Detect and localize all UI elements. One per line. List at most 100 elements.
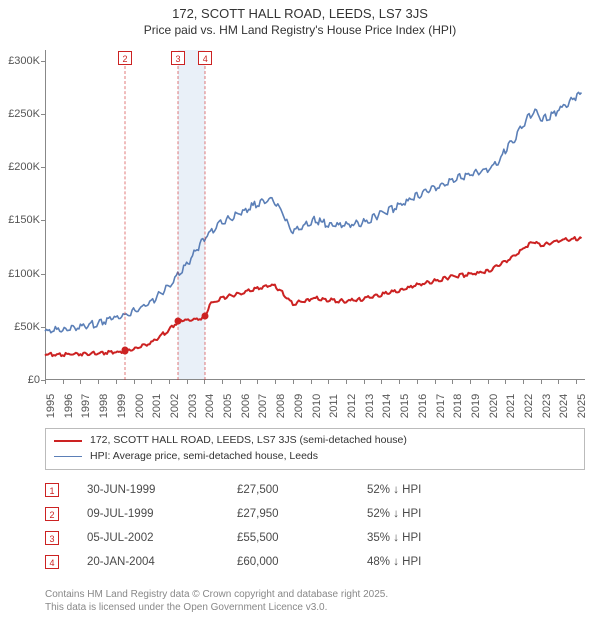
y-tick-label: £50K (0, 321, 40, 333)
chart-legend: 172, SCOTT HALL ROAD, LEEDS, LS7 3JS (se… (45, 428, 585, 470)
chart-plot-area: £0£50K£100K£150K£200K£250K£300K199519961… (45, 50, 585, 380)
footnote-line1: Contains HM Land Registry data © Crown c… (45, 588, 585, 601)
x-tick-label: 1997 (80, 394, 92, 418)
chart-svg (45, 50, 585, 380)
y-tick-mark (41, 114, 45, 115)
x-tick-label: 2014 (381, 394, 393, 418)
y-tick-mark (41, 220, 45, 221)
sales-row-delta: 35% ↓ HPI (367, 532, 585, 544)
x-tick-label: 2007 (257, 394, 269, 418)
legend-item: 172, SCOTT HALL ROAD, LEEDS, LS7 3JS (se… (54, 433, 576, 449)
sales-row-price: £60,000 (237, 556, 367, 568)
sales-row-delta: 52% ↓ HPI (367, 484, 585, 496)
sale-marker-box: 2 (118, 51, 132, 65)
x-tick-label: 2001 (151, 394, 163, 418)
sales-table: 1 30-JUN-1999£27,50052% ↓ HPI 209-JUL-1999… (45, 478, 585, 574)
x-tick-mark (80, 380, 81, 384)
sales-row-date: 05-JUL-2002 (87, 532, 237, 544)
y-tick-mark (41, 167, 45, 168)
x-tick-label: 2018 (452, 394, 464, 418)
sales-row-number: 3 (45, 531, 59, 545)
sales-row-date: 30-JUN-1999 (87, 484, 237, 496)
y-tick-label: £300K (0, 55, 40, 67)
x-tick-label: 2000 (134, 394, 146, 418)
x-tick-mark (470, 380, 471, 384)
x-tick-label: 2016 (417, 394, 429, 418)
x-tick-mark (346, 380, 347, 384)
sale-marker-line (125, 66, 126, 380)
x-tick-mark (381, 380, 382, 384)
x-tick-label: 1996 (63, 394, 75, 418)
x-tick-mark (222, 380, 223, 384)
x-tick-mark (204, 380, 205, 384)
x-tick-mark (151, 380, 152, 384)
sales-row-number: 1 (45, 483, 59, 497)
x-tick-label: 2024 (558, 394, 570, 418)
x-tick-label: 2004 (204, 394, 216, 418)
x-tick-mark (523, 380, 524, 384)
sale-dot (122, 347, 129, 354)
x-tick-mark (293, 380, 294, 384)
x-tick-mark (364, 380, 365, 384)
y-tick-label: £150K (0, 214, 40, 226)
x-tick-mark (134, 380, 135, 384)
legend-swatch (54, 456, 82, 457)
x-tick-mark (505, 380, 506, 384)
sales-row-price: £27,950 (237, 508, 367, 520)
legend-swatch (54, 440, 82, 442)
sale-marker-box: 3 (171, 51, 185, 65)
x-tick-mark (275, 380, 276, 384)
x-tick-label: 2021 (505, 394, 517, 418)
x-tick-label: 2012 (346, 394, 358, 418)
x-tick-label: 2019 (470, 394, 482, 418)
sale-dot (202, 313, 209, 320)
x-tick-mark (63, 380, 64, 384)
y-tick-mark (41, 61, 45, 62)
x-tick-label: 1995 (45, 394, 57, 418)
x-tick-mark (240, 380, 241, 384)
chart-subtitle: Price paid vs. HM Land Registry's House … (0, 23, 600, 41)
sales-row-price: £27,500 (237, 484, 367, 496)
sales-row: 3 05-JUL-2002£55,50035% ↓ HPI (45, 526, 585, 550)
y-tick-mark (41, 274, 45, 275)
sales-row-delta: 48% ↓ HPI (367, 556, 585, 568)
x-tick-mark (98, 380, 99, 384)
x-tick-mark (488, 380, 489, 384)
x-tick-label: 2003 (187, 394, 199, 418)
legend-label: HPI: Average price, semi-detached house,… (90, 449, 318, 465)
x-tick-mark (452, 380, 453, 384)
sales-row-number: 4 (45, 555, 59, 569)
x-tick-mark (541, 380, 542, 384)
sales-row-price: £55,500 (237, 532, 367, 544)
x-tick-mark (435, 380, 436, 384)
x-tick-label: 2009 (293, 394, 305, 418)
legend-item: HPI: Average price, semi-detached house,… (54, 449, 576, 465)
x-tick-label: 2005 (222, 394, 234, 418)
footnote: Contains HM Land Registry data © Crown c… (45, 588, 585, 614)
x-tick-mark (576, 380, 577, 384)
sale-marker-line (205, 66, 206, 380)
sales-row: 209-JUL-1999£27,95052% ↓ HPI (45, 502, 585, 526)
x-tick-mark (399, 380, 400, 384)
x-tick-label: 2020 (488, 394, 500, 418)
footnote-line2: This data is licensed under the Open Gov… (45, 601, 585, 614)
sales-row: 420-JAN-2004£60,00048% ↓ HPI (45, 550, 585, 574)
x-tick-mark (169, 380, 170, 384)
x-tick-label: 2015 (399, 394, 411, 418)
x-tick-mark (417, 380, 418, 384)
x-tick-label: 2010 (311, 394, 323, 418)
x-tick-mark (116, 380, 117, 384)
x-tick-mark (257, 380, 258, 384)
sales-row: 1 30-JUN-1999£27,50052% ↓ HPI (45, 478, 585, 502)
sales-row-date: 09-JUL-1999 (87, 508, 237, 520)
y-tick-label: £250K (0, 108, 40, 120)
y-tick-mark (41, 327, 45, 328)
x-tick-mark (311, 380, 312, 384)
x-tick-mark (187, 380, 188, 384)
y-tick-label: £200K (0, 161, 40, 173)
x-tick-label: 2013 (364, 394, 376, 418)
x-tick-mark (328, 380, 329, 384)
x-tick-label: 2022 (523, 394, 535, 418)
legend-label: 172, SCOTT HALL ROAD, LEEDS, LS7 3JS (se… (90, 433, 407, 449)
sale-marker-box: 4 (198, 51, 212, 65)
